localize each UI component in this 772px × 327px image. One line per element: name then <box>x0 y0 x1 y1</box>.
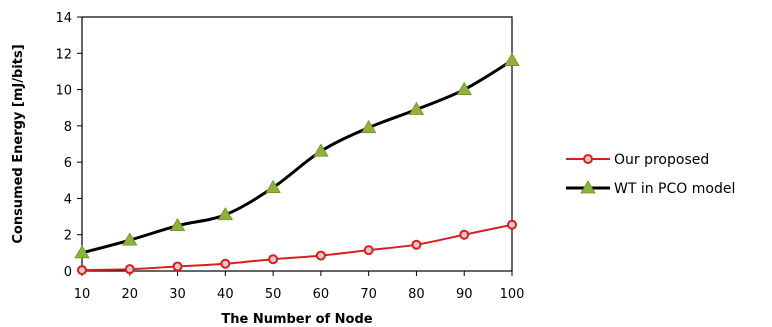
x-tick-label: 80 <box>408 287 425 302</box>
y-tick-label: 0 <box>64 265 72 280</box>
y-tick-label: 10 <box>55 84 72 99</box>
data-point-wt-in-pco-model <box>360 119 377 134</box>
x-axis-ticks: 10 20 30 40 50 60 70 80 90 100 <box>74 271 525 302</box>
legend-label-wt-in-pco-model: WT in PCO model <box>614 181 735 197</box>
data-point-wt-in-pco-model <box>122 232 138 246</box>
y-axis-ticks: 0 2 4 6 8 10 12 14 <box>55 11 82 280</box>
data-point-wt-in-pco-model <box>313 143 329 157</box>
x-tick-label: 60 <box>313 287 330 302</box>
x-tick-label: 50 <box>265 287 282 302</box>
data-point-our-proposed <box>459 229 470 240</box>
y-tick-label: 2 <box>64 229 72 244</box>
data-point-wt-in-pco-model <box>217 206 234 221</box>
data-point-our-proposed <box>77 265 87 276</box>
legend-item-wt-in-pco-model: WT in PCO model <box>566 180 735 197</box>
data-point-wt-in-pco-model <box>408 101 425 115</box>
x-tick-label: 70 <box>360 287 377 302</box>
y-tick-label: 8 <box>64 120 72 135</box>
data-point-our-proposed <box>507 219 517 230</box>
data-point-our-proposed <box>172 261 183 272</box>
data-point-our-proposed <box>268 254 279 265</box>
x-tick-label: 10 <box>74 287 91 302</box>
data-point-wt-in-pco-model <box>169 217 186 232</box>
data-point-our-proposed <box>220 258 231 269</box>
x-tick-label: 40 <box>217 287 234 302</box>
y-tick-label: 6 <box>64 156 72 171</box>
y-tick-label: 12 <box>55 47 72 62</box>
y-axis-title: Consumed Energy [mJ/bits] <box>11 44 26 243</box>
legend-marker-wt-in-pco-model <box>580 180 596 194</box>
x-tick-label: 90 <box>456 287 473 302</box>
data-point-wt-in-pco-model <box>74 245 90 259</box>
data-point-our-proposed <box>363 245 374 256</box>
series-layer <box>74 52 520 276</box>
x-tick-label: 30 <box>169 287 186 302</box>
data-point-wt-in-pco-model <box>456 81 472 95</box>
plot-frame <box>81 16 513 272</box>
legend-marker-our-proposed <box>583 154 593 164</box>
y-tick-label: 4 <box>64 192 72 207</box>
y-tick-label: 14 <box>55 11 72 26</box>
data-point-wt-in-pco-model <box>265 179 281 193</box>
x-axis-title: The Number of Node <box>221 312 372 327</box>
legend-label-our-proposed: Our proposed <box>614 152 709 168</box>
legend-item-our-proposed: Our proposed <box>566 152 709 168</box>
x-tick-label: 100 <box>500 287 525 302</box>
data-point-our-proposed <box>411 239 422 250</box>
series-line-our-proposed <box>81 223 513 272</box>
legend: Our proposed WT in PCO model <box>566 152 735 197</box>
data-point-our-proposed <box>315 250 326 261</box>
data-point-our-proposed <box>124 264 135 275</box>
x-tick-label: 20 <box>122 287 139 302</box>
data-point-wt-in-pco-model <box>504 52 520 66</box>
series-line-wt-in-pco-model <box>81 59 513 255</box>
